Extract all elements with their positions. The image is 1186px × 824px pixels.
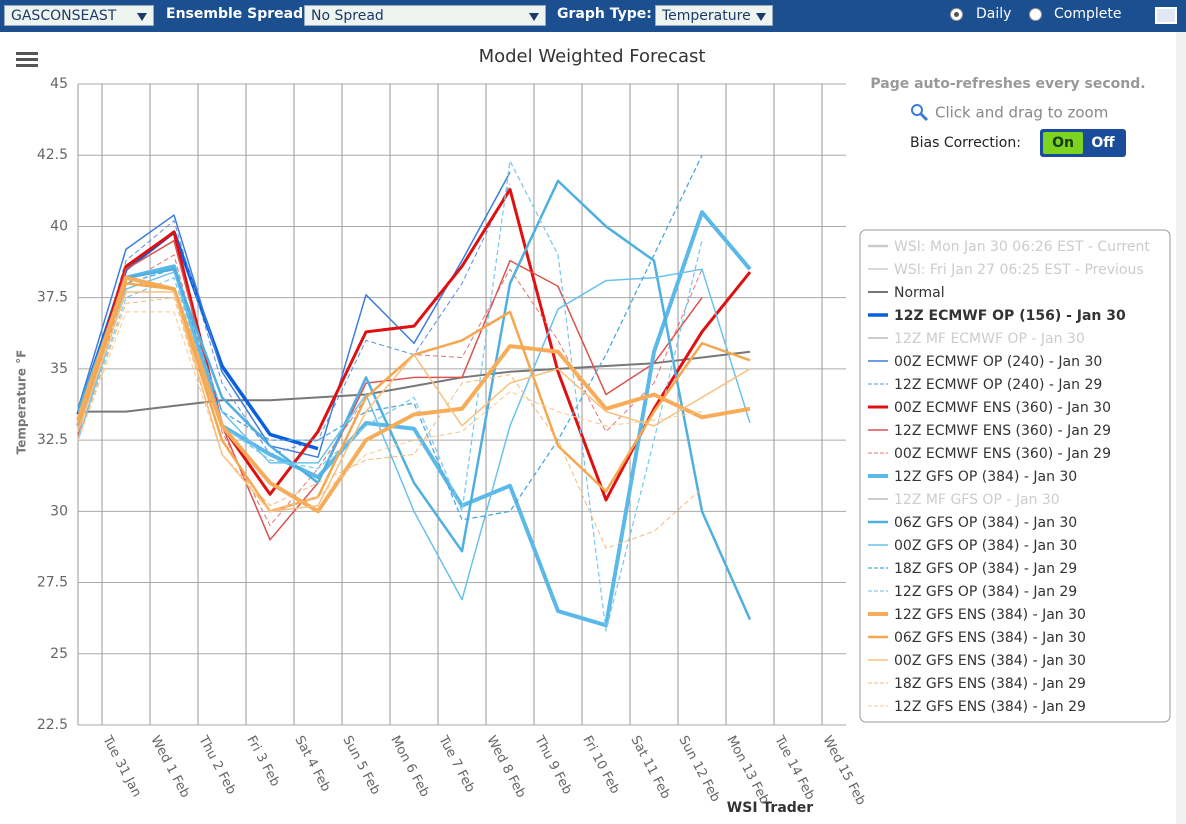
bias-label: Bias Correction: <box>910 135 1021 151</box>
legend-label: 18Z GFS OP (384) - Jan 29 <box>894 561 1077 577</box>
y-tick-label: 45 <box>50 76 68 92</box>
y-axis-title: Temperature °F <box>15 350 29 455</box>
series-line <box>77 171 511 458</box>
graph-label: Graph Type: <box>557 6 652 22</box>
y-tick-label: 30 <box>50 503 68 519</box>
series-line <box>77 291 751 513</box>
y-tick-label: 22.5 <box>37 717 68 733</box>
legend-label: 12Z ECMWF ENS (360) - Jan 29 <box>894 423 1111 439</box>
y-tick-label: 25 <box>50 646 68 662</box>
series-line <box>77 183 511 455</box>
toolbar: GASCONSEAST Ensemble Spread: No Spread G… <box>0 0 1186 32</box>
series-line <box>76 275 751 514</box>
series-line <box>77 239 703 541</box>
legend-label: WSI: Fri Jan 27 06:25 EST - Previous <box>894 262 1144 278</box>
region-value: GASCONSEAST <box>11 8 117 24</box>
legend-label: 00Z GFS OP (384) - Jan 30 <box>894 538 1077 554</box>
chart-title: Model Weighted Forecast <box>479 46 706 67</box>
scrollbar <box>1176 32 1186 824</box>
spread-value: No Spread <box>311 8 384 24</box>
legend-label: 12Z ECMWF OP (156) - Jan 30 <box>894 308 1126 324</box>
legend-label: 12Z MF GFS OP - Jan 30 <box>894 492 1060 508</box>
graph-value: Temperature <box>662 8 751 24</box>
series-line <box>76 179 752 621</box>
y-tick-label: 27.5 <box>37 575 68 591</box>
series-line <box>77 160 703 632</box>
series-line <box>77 297 703 549</box>
legend-label: 12Z GFS ENS (384) - Jan 29 <box>894 699 1086 715</box>
y-tick-label: 40 <box>50 218 68 234</box>
menu-icon[interactable] <box>16 52 38 67</box>
legend-label: 12Z GFS OP (384) - Jan 30 <box>894 469 1077 485</box>
bias-on: On <box>1052 135 1074 151</box>
legend-box <box>859 229 1171 723</box>
window-icon[interactable] <box>1155 7 1177 24</box>
legend-label: 00Z ECMWF ENS (360) - Jan 30 <box>894 400 1111 416</box>
refresh-note: Page auto-refreshes every second. <box>870 76 1145 92</box>
y-tick-label: 42.5 <box>37 147 68 163</box>
radio-daily-label: Daily <box>976 6 1012 22</box>
legend-label: 12Z MF ECMWF OP - Jan 30 <box>894 331 1085 347</box>
legend-label: WSI: Mon Jan 30 06:26 EST - Current <box>894 239 1150 255</box>
legend-label: 12Z ECMWF OP (240) - Jan 29 <box>894 377 1102 393</box>
region-select[interactable]: GASCONSEAST <box>4 5 154 26</box>
spread-label: Ensemble Spread: <box>166 6 309 22</box>
legend-label: 00Z ECMWF ENS (360) - Jan 29 <box>894 446 1111 462</box>
zoom-note: Click and drag to zoom <box>935 104 1108 122</box>
bias-off: Off <box>1091 135 1115 151</box>
legend-label: 12Z GFS OP (384) - Jan 29 <box>894 584 1077 600</box>
legend-label: 06Z GFS ENS (384) - Jan 30 <box>894 630 1086 646</box>
legend-label: 18Z GFS ENS (384) - Jan 29 <box>894 676 1086 692</box>
chart: Model Weighted Forecast Temperature °F P… <box>0 32 1186 824</box>
legend-label: 00Z GFS ENS (384) - Jan 30 <box>894 653 1086 669</box>
y-tick-label: 37.5 <box>37 290 68 306</box>
radio-daily[interactable] <box>950 8 963 21</box>
series-line <box>77 311 703 512</box>
legend-label: Normal <box>894 285 945 301</box>
radio-complete-label: Complete <box>1054 6 1122 22</box>
y-tick-label: 32.5 <box>37 432 68 448</box>
y-tick-label: 35 <box>50 361 68 377</box>
series-line <box>77 154 703 521</box>
graph-select[interactable]: Temperature <box>655 5 773 26</box>
legend-label: 00Z ECMWF OP (240) - Jan 30 <box>894 354 1102 370</box>
spread-select[interactable]: No Spread <box>304 5 546 26</box>
legend-label: 12Z GFS ENS (384) - Jan 30 <box>894 607 1086 623</box>
zoom-icon <box>911 104 929 122</box>
footer-credit: WSI Trader <box>727 800 813 816</box>
radio-complete[interactable] <box>1029 8 1042 21</box>
series-line <box>78 350 751 413</box>
legend-label: 06Z GFS OP (384) - Jan 30 <box>894 515 1077 531</box>
bias-toggle[interactable]: On Off <box>1040 129 1126 157</box>
